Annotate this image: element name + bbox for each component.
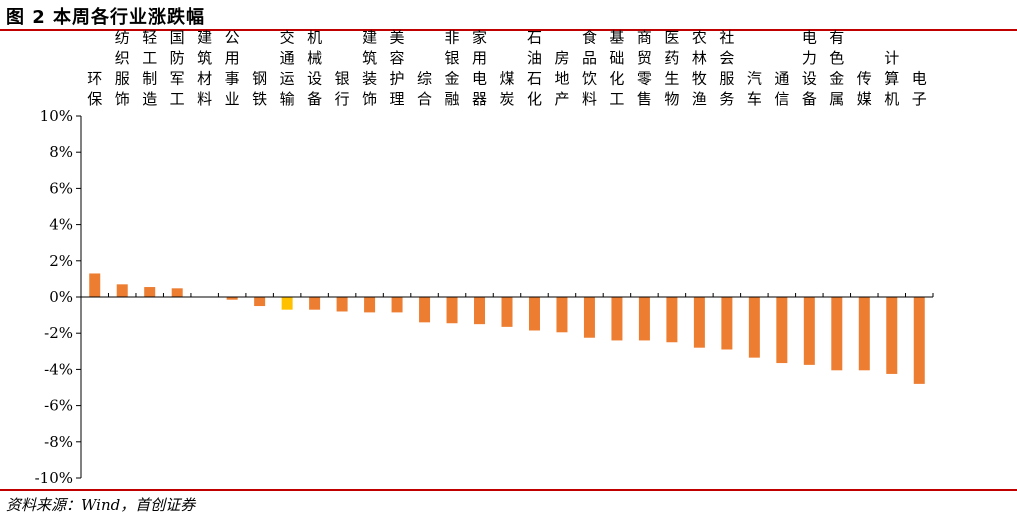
y-tick-label: 0% (49, 288, 73, 306)
category-label: 银行 (335, 70, 350, 109)
category-label: 社会服务 (719, 29, 734, 109)
bar (693, 297, 705, 348)
bar (364, 297, 376, 313)
y-tick-label: -10% (35, 469, 73, 487)
category-label: 通信 (774, 70, 789, 109)
bar (501, 297, 513, 327)
y-tick-label: -4% (44, 360, 73, 378)
category-label: 纺织服饰 (115, 29, 130, 109)
category-label: 公用事业 (225, 29, 240, 109)
category-label: 建筑装饰 (362, 29, 377, 109)
category-label: 石油石化 (527, 29, 542, 109)
bar (528, 297, 540, 331)
bar (336, 297, 348, 312)
y-tick-label: 4% (49, 216, 73, 234)
category-label: 综合 (417, 70, 432, 109)
industry-returns-bar-chart: 环保纺织服饰轻工制造国防军工建筑材料公用事业钢铁交通运输机械设备银行建筑装饰美容… (35, 29, 934, 487)
bar (171, 288, 183, 297)
category-label: 美容护理 (390, 29, 405, 109)
category-label: 建筑材料 (197, 29, 212, 109)
bar (309, 297, 321, 310)
category-label: 农林牧渔 (692, 29, 707, 109)
bar (721, 297, 733, 350)
category-label: 交通运输 (280, 29, 295, 109)
category-label: 电子 (912, 70, 927, 109)
y-tick-label: 6% (49, 179, 73, 197)
category-label: 食品饮料 (582, 29, 597, 109)
bar (748, 297, 760, 358)
bar (776, 297, 788, 364)
bar (638, 297, 650, 341)
bar (886, 297, 898, 374)
bar (419, 297, 431, 323)
figure-title: 图 2 本周各行业涨跌幅 (6, 7, 206, 28)
category-labels: 环保纺织服饰轻工制造国防军工建筑材料公用事业钢铁交通运输机械设备银行建筑装饰美容… (87, 29, 927, 109)
category-label: 汽车 (747, 70, 762, 109)
category-label: 计算机 (884, 49, 899, 108)
source-note: 资料来源：Wind，首创证券 (6, 496, 196, 514)
category-label: 煤炭 (499, 70, 514, 109)
y-tick-label: -2% (44, 324, 73, 342)
bar (666, 297, 678, 343)
bar (803, 297, 815, 365)
y-tick-label: -8% (44, 433, 73, 451)
category-label: 商贸零售 (637, 29, 652, 109)
bar (144, 287, 156, 297)
category-label: 房地产 (554, 49, 569, 108)
bar (391, 297, 403, 313)
bar (446, 297, 458, 324)
top-rule (0, 29, 1017, 31)
bar (226, 297, 238, 300)
y-tick-label: 2% (49, 252, 73, 270)
category-label: 钢铁 (252, 70, 267, 109)
y-tick-label: 10% (40, 107, 73, 125)
bar (556, 297, 568, 333)
bar (254, 297, 266, 307)
category-label: 机械设备 (307, 29, 322, 109)
bottom-rule (0, 489, 1017, 491)
bars (89, 273, 925, 384)
bar (474, 297, 486, 325)
category-label: 环保 (87, 70, 102, 109)
category-label: 家用电器 (472, 29, 487, 109)
category-label: 传媒 (857, 70, 872, 109)
x-axis (81, 293, 934, 298)
category-label: 基础化工 (609, 29, 624, 109)
bar (913, 297, 925, 384)
bar (583, 297, 595, 338)
y-tick-label: -6% (44, 397, 73, 415)
category-label: 电力设备 (802, 29, 817, 109)
bar (116, 284, 128, 297)
bar (831, 297, 843, 371)
category-label: 有色金属 (829, 29, 844, 109)
y-axis: 10% 8% 6% 4% 2% 0% -2% -4% -6% -8% -10% (35, 107, 82, 487)
bar (281, 297, 293, 310)
category-label: 非银金融 (445, 29, 460, 109)
category-label: 轻工制造 (142, 29, 157, 109)
category-label: 国防军工 (170, 29, 185, 109)
bar (858, 297, 870, 371)
category-label: 医药生物 (664, 29, 679, 109)
bar (89, 273, 101, 297)
bar (611, 297, 623, 341)
y-tick-label: 8% (49, 143, 73, 161)
